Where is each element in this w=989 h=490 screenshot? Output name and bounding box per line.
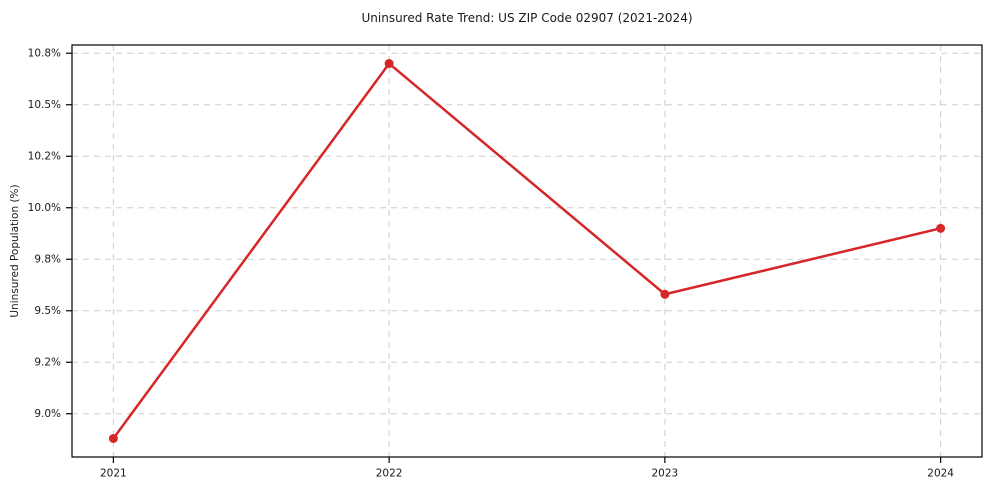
y-tick-label: 9.2%: [34, 357, 61, 369]
y-axis-label: Uninsured Population (%): [9, 184, 21, 317]
x-tick-label: 2022: [376, 468, 403, 480]
axis-layer: 9.0% 9.2% 9.5% 9.8% 10.0% 10.2% 10.5% 10.8% 2021…: [28, 44, 983, 480]
plot-frame: [71, 44, 983, 458]
y-tick-label: 9.8%: [34, 254, 61, 266]
y-tick-label: 9.0%: [34, 408, 61, 420]
x-tick-label: 2024: [927, 468, 954, 480]
grid-layer: [72, 45, 982, 457]
y-tick-label: 10.2%: [28, 151, 61, 163]
y-tick-label: 10.5%: [28, 99, 61, 111]
data-point-marker: [108, 433, 118, 443]
y-tick-label: 10.8%: [28, 48, 61, 60]
x-tick-label: 2021: [100, 468, 127, 480]
series-layer: [108, 59, 946, 443]
chart-title: Uninsured Rate Trend: US ZIP Code 02907 …: [361, 11, 692, 25]
y-tick-label: 9.5%: [34, 305, 61, 317]
x-tick-label: 2023: [652, 468, 679, 480]
trend-line: [112, 62, 942, 440]
data-point-marker: [660, 289, 670, 299]
y-tick-label: 10.0%: [28, 202, 61, 214]
data-point-marker: [384, 59, 394, 69]
data-point-marker: [936, 223, 946, 233]
